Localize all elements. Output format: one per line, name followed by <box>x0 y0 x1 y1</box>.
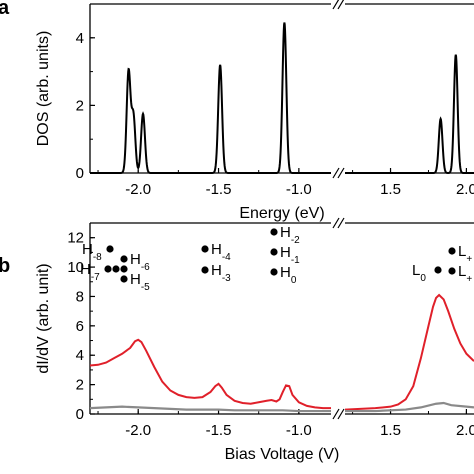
y-tick-label: 2 <box>76 377 84 394</box>
panel-a: a 0 2 4 -2.0 -1.5 -1.0 1.5 2.0 Energy (eV) DOS (ar… <box>0 0 474 222</box>
didv-red-curve-left <box>89 338 331 410</box>
annotation-dot <box>434 266 442 274</box>
y-tick-label: 10 <box>67 259 84 276</box>
annotation-h3: H-3 <box>201 262 231 284</box>
x-axis-label: Bias Voltage (V) <box>225 446 340 463</box>
x-tick-label: -2.0 <box>125 181 151 198</box>
x-tick-label: 1.5 <box>380 422 401 439</box>
x-tick-label: 2.0 <box>456 181 474 198</box>
panel-label-a: a <box>0 0 10 19</box>
axis-break-mark <box>337 217 345 229</box>
annotation-label: H0 <box>280 264 297 286</box>
annotation-label: L+ <box>458 243 472 265</box>
axis-break-mark <box>332 217 340 229</box>
annotation-label: H-7 <box>80 261 100 283</box>
y-tick-label: 12 <box>67 230 84 247</box>
annotation-dot <box>112 265 120 273</box>
panel-label-b: b <box>0 255 10 277</box>
didv-gray-curve-right <box>345 401 474 413</box>
axis-break-mark <box>332 408 340 420</box>
axis-break-mark <box>337 167 345 179</box>
annotation-h2: H-2 <box>270 224 300 246</box>
y-tick-label: 8 <box>76 288 84 305</box>
annotation-l: L+ <box>448 263 472 285</box>
annotation-dot <box>201 266 209 274</box>
annotation-dot <box>120 255 128 263</box>
annotation-label: H-5 <box>130 271 150 293</box>
x-tick-label: -1.5 <box>206 181 232 198</box>
y-tick-label: 4 <box>76 30 84 47</box>
y-tick-label: 4 <box>76 347 84 364</box>
annotation-label: H-2 <box>280 224 300 246</box>
dos-curve-right <box>345 54 474 174</box>
didv-red-curve-right <box>344 293 474 411</box>
y-axis-label: DOS (arb. units) <box>35 31 52 147</box>
annotation-dot <box>104 265 112 273</box>
annotation-h0: H0 <box>270 264 297 286</box>
panel-b: b 0 2 4 6 8 10 12 -2.0 -1.5 -1.0 1.5 2.0 Bias Voltage… <box>0 217 474 463</box>
axis-break-mark <box>332 0 340 10</box>
annotation-dot <box>270 248 278 256</box>
y-tick-label: 2 <box>76 97 84 114</box>
annotation-h8: H-8 <box>82 241 114 263</box>
y-tick-label: 0 <box>76 406 84 423</box>
x-tick-label: -1.0 <box>286 422 312 439</box>
x-axis-label: Energy (eV) <box>239 205 324 222</box>
annotation-dot <box>270 268 278 276</box>
axis-break-mark <box>332 167 340 179</box>
annotation-dot <box>448 267 456 275</box>
x-tick-label: -1.0 <box>286 181 312 198</box>
annotation-label: H-8 <box>82 241 102 263</box>
annotation-label: H-1 <box>280 244 300 266</box>
annotation-l0: L0 <box>412 262 442 284</box>
annotation-dot <box>201 245 209 253</box>
dos-curve-left <box>90 22 331 174</box>
annotation-dot <box>448 247 456 255</box>
annotation-label: H-4 <box>211 241 231 263</box>
annotation-dot <box>120 275 128 283</box>
annotation-h1: H-1 <box>270 244 300 266</box>
x-tick-label: -1.5 <box>206 422 232 439</box>
annotation-dot <box>120 265 128 273</box>
annotation-l: L+ <box>448 243 472 265</box>
annotation-label: L0 <box>412 262 426 284</box>
y-tick-label: 6 <box>76 318 84 335</box>
annotation-label: L+ <box>458 263 472 285</box>
y-tick-label: 0 <box>76 165 84 182</box>
annotation-label: H-6 <box>130 251 150 273</box>
x-tick-label: -2.0 <box>125 422 151 439</box>
annotation-h5: H-5 <box>120 271 150 293</box>
axis-break-mark <box>337 408 345 420</box>
annotation-h4: H-4 <box>201 241 231 263</box>
x-tick-label: 1.5 <box>380 181 401 198</box>
annotation-dot <box>270 228 278 236</box>
axis-break-mark <box>337 0 345 10</box>
annotation-label: H-3 <box>211 262 231 284</box>
x-tick-label: 2.0 <box>456 422 474 439</box>
didv-gray-curve-left <box>89 405 331 413</box>
annotation-dot <box>106 245 114 253</box>
y-axis-label: dI/dV (arb. unit) <box>35 263 52 373</box>
